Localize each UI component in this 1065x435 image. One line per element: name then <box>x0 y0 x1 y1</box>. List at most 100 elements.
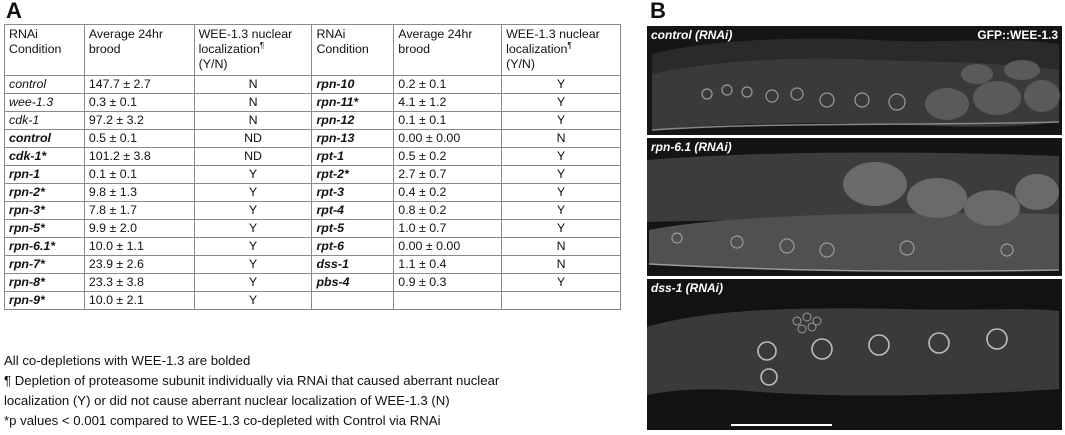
brood-cell: 1.0 ± 0.7 <box>393 219 503 238</box>
localization-cell: Y <box>501 111 621 130</box>
brood-localization-table: RNAi Condition Average 24hr brood WEE-1.3 … <box>4 24 621 310</box>
localization-cell: Y <box>193 219 313 238</box>
condition-cell: rpn-12 <box>311 111 395 130</box>
condition-cell: rpn-7* <box>4 255 85 274</box>
localization-cell: Y <box>193 237 313 256</box>
table-footnotes: All co-depletions with WEE-1.3 are bolde… <box>4 351 499 431</box>
brood-cell: 0.9 ± 0.3 <box>393 273 503 292</box>
table-row: rpn-7* 23.9 ± 2.6 Y dss-1 1.1 ± 0.4 N <box>4 255 621 274</box>
table-row: rpn-3* 7.8 ± 1.7 Y rpt-4 0.8 ± 0.2 Y <box>4 201 621 220</box>
condition-cell: rpt-2* <box>311 165 395 184</box>
condition-cell: rpn-2* <box>4 183 85 202</box>
condition-cell: rpn-11* <box>311 93 395 112</box>
condition-cell: rpn-3* <box>4 201 85 220</box>
table-row: rpn-2* 9.8 ± 1.3 Y rpt-3 0.4 ± 0.2 Y <box>4 183 621 202</box>
condition-cell: rpn-13 <box>311 129 395 148</box>
brood-cell: 2.7 ± 0.7 <box>393 165 503 184</box>
brood-cell: 0.8 ± 0.2 <box>393 201 503 220</box>
brood-cell: 101.2 ± 3.8 <box>83 147 195 166</box>
brood-cell: 7.8 ± 1.7 <box>83 201 195 220</box>
localization-cell: N <box>501 237 621 256</box>
micrograph-dss-1: dss-1 (RNAi) <box>647 279 1062 430</box>
table-row: control 0.5 ± 0.1 ND rpn-13 0.00 ± 0.00 … <box>4 129 621 148</box>
marker-label: GFP::WEE-1.3 <box>977 28 1058 42</box>
condition-cell: rpn-5* <box>4 219 85 238</box>
table-row: control 147.7 ± 2.7 N rpn-10 0.2 ± 0.1 Y <box>4 75 621 94</box>
condition-cell: rpn-9* <box>4 291 85 310</box>
brood-cell: 0.4 ± 0.2 <box>393 183 503 202</box>
table-row: cdk-1 97.2 ± 3.2 N rpn-12 0.1 ± 0.1 Y <box>4 111 621 130</box>
brood-cell: 0.1 ± 0.1 <box>83 165 195 184</box>
localization-cell: Y <box>193 165 313 184</box>
condition-cell: dss-1 <box>311 255 395 274</box>
table-row: cdk-1* 101.2 ± 3.8 ND rpt-1 0.5 ± 0.2 Y <box>4 147 621 166</box>
footnote-localization: ¶ Depletion of proteasome subunit indivi… <box>4 373 500 388</box>
brood-cell: 23.3 ± 3.8 <box>83 273 195 292</box>
footnote-pvalue: *p values < 0.001 compared to WEE-1.3 co… <box>4 413 441 428</box>
localization-cell: Y <box>193 291 313 310</box>
localization-cell: N <box>193 93 313 112</box>
header-localization: WEE-1.3 nuclear localization¶ (Y/N) <box>193 24 313 76</box>
table-row: rpn-1 0.1 ± 0.1 Y rpt-2* 2.7 ± 0.7 Y <box>4 165 621 184</box>
gonad-image <box>647 279 1062 430</box>
brood-cell: 0.2 ± 0.1 <box>393 75 503 94</box>
panel-b-label: B <box>650 0 666 23</box>
condition-cell: rpn-8* <box>4 273 85 292</box>
localization-cell: Y <box>501 219 621 238</box>
condition-cell: rpt-1 <box>311 147 395 166</box>
localization-cell: Y <box>501 75 621 94</box>
condition-cell: cdk-1* <box>4 147 85 166</box>
brood-cell: 0.00 ± 0.00 <box>393 129 503 148</box>
localization-cell: Y <box>193 183 313 202</box>
condition-cell: control <box>4 129 85 148</box>
table-row: rpn-8* 23.3 ± 3.8 Y pbs-4 0.9 ± 0.3 Y <box>4 273 621 292</box>
localization-cell: N <box>193 75 313 94</box>
header-condition: RNAi Condition <box>311 24 395 76</box>
condition-cell: control <box>4 75 85 94</box>
table-row: wee-1.3 0.3 ± 0.1 N rpn-11* 4.1 ± 1.2 Y <box>4 93 621 112</box>
localization-cell: N <box>193 111 313 130</box>
brood-cell: 4.1 ± 1.2 <box>393 93 503 112</box>
gonad-image <box>647 138 1062 276</box>
brood-cell: 1.1 ± 0.4 <box>393 255 503 274</box>
brood-cell: 0.5 ± 0.2 <box>393 147 503 166</box>
brood-cell: 147.7 ± 2.7 <box>83 75 195 94</box>
brood-cell: 0.00 ± 0.00 <box>393 237 503 256</box>
footnote-localization-cont: localization (Y) or did not cause aberra… <box>4 393 450 408</box>
brood-cell <box>393 291 503 310</box>
localization-cell: Y <box>501 183 621 202</box>
panel-label-dss-1: dss-1 (RNAi) <box>651 281 724 295</box>
brood-cell: 0.5 ± 0.1 <box>83 129 195 148</box>
footnote-bold: All co-depletions with WEE-1.3 are bolde… <box>4 353 251 368</box>
localization-cell: Y <box>501 147 621 166</box>
localization-cell: N <box>501 255 621 274</box>
condition-cell <box>311 291 395 310</box>
condition-cell: cdk-1 <box>4 111 85 130</box>
brood-cell: 10.0 ± 1.1 <box>83 237 195 256</box>
condition-cell: wee-1.3 <box>4 93 85 112</box>
localization-cell: Y <box>193 273 313 292</box>
brood-cell: 97.2 ± 3.2 <box>83 111 195 130</box>
condition-cell: pbs-4 <box>311 273 395 292</box>
condition-cell: rpt-6 <box>311 237 395 256</box>
header-condition: RNAi Condition <box>4 24 85 76</box>
localization-cell: Y <box>501 165 621 184</box>
header-brood: Average 24hr brood <box>83 24 195 76</box>
brood-cell: 23.9 ± 2.6 <box>83 255 195 274</box>
panel-label-control: control (RNAi) <box>651 28 733 42</box>
localization-cell: Y <box>501 273 621 292</box>
localization-cell: Y <box>501 201 621 220</box>
localization-cell <box>501 291 621 310</box>
condition-cell: rpn-6.1* <box>4 237 85 256</box>
condition-cell: rpt-3 <box>311 183 395 202</box>
condition-cell: rpt-4 <box>311 201 395 220</box>
brood-cell: 9.9 ± 2.0 <box>83 219 195 238</box>
localization-cell: ND <box>193 129 313 148</box>
header-brood: Average 24hr brood <box>393 24 503 76</box>
condition-cell: rpn-1 <box>4 165 85 184</box>
localization-cell: Y <box>193 255 313 274</box>
table-header-row: RNAi Condition Average 24hr brood WEE-1.3 … <box>4 24 621 76</box>
brood-cell: 10.0 ± 2.1 <box>83 291 195 310</box>
micrograph-control: control (RNAi) GFP::WEE-1.3 <box>647 26 1062 135</box>
table-row: rpn-5* 9.9 ± 2.0 Y rpt-5 1.0 ± 0.7 Y <box>4 219 621 238</box>
